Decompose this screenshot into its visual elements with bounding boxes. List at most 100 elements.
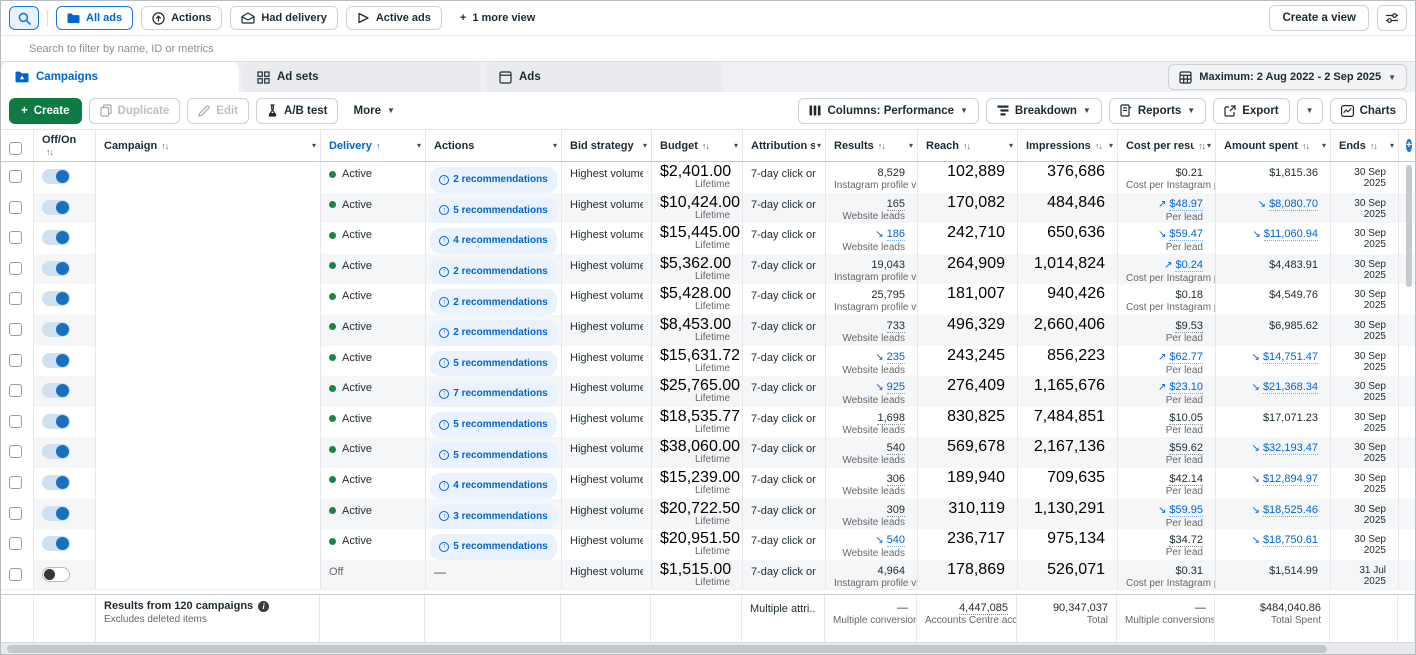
campaign-name-cell[interactable] bbox=[96, 315, 321, 346]
create-button[interactable]: + Create bbox=[9, 98, 82, 124]
more-button[interactable]: More ▼ bbox=[345, 98, 402, 124]
campaign-toggle[interactable] bbox=[42, 475, 70, 490]
column-menu-chevron-icon[interactable]: ▾ bbox=[310, 141, 316, 150]
column-header-reach[interactable]: Reach↑↓▾ bbox=[918, 130, 1018, 161]
breakdown-button[interactable]: Breakdown ▼ bbox=[986, 98, 1102, 124]
row-checkbox[interactable] bbox=[9, 537, 22, 550]
filter-search-input[interactable] bbox=[29, 43, 1387, 55]
recommendations-pill[interactable]: ↑5 recommendations bbox=[430, 442, 556, 468]
select-all-header[interactable] bbox=[1, 130, 34, 161]
column-header-offon[interactable]: Off/On↑↓ bbox=[34, 130, 96, 161]
column-menu-chevron-icon[interactable]: ▾ bbox=[551, 141, 557, 150]
footer-reach-cell-value[interactable]: 4,447,085 bbox=[959, 602, 1008, 615]
view-tab-all-ads[interactable]: All ads bbox=[56, 6, 133, 30]
column-header-cpr[interactable]: Cost per result↑↓▾ bbox=[1118, 130, 1216, 161]
amount-spent-value[interactable]: $18,525.46 bbox=[1263, 504, 1318, 517]
campaign-name-cell[interactable] bbox=[96, 499, 321, 530]
row-checkbox[interactable] bbox=[9, 354, 22, 367]
charts-button[interactable]: Charts bbox=[1330, 98, 1407, 124]
tab-ad-sets[interactable]: Ad sets bbox=[243, 62, 481, 92]
results-value[interactable]: 235 bbox=[887, 351, 905, 364]
amount-spent-value[interactable]: $18,750.61 bbox=[1263, 534, 1318, 547]
campaign-name-cell[interactable] bbox=[96, 223, 321, 254]
campaign-name-cell[interactable] bbox=[96, 529, 321, 560]
column-header-actions[interactable]: Actions▾ bbox=[426, 130, 562, 161]
campaign-toggle[interactable] bbox=[42, 169, 70, 184]
export-dropdown-button[interactable]: ▼ bbox=[1297, 98, 1323, 124]
cost-per-result-value[interactable]: $0.24 bbox=[1175, 259, 1203, 272]
cost-per-result-value[interactable]: $23.10 bbox=[1169, 381, 1203, 394]
row-checkbox[interactable] bbox=[9, 445, 22, 458]
results-value[interactable]: 925 bbox=[887, 381, 905, 394]
create-a-view-button[interactable]: Create a view bbox=[1269, 5, 1369, 31]
campaign-toggle[interactable] bbox=[42, 353, 70, 368]
column-header-delivery[interactable]: Delivery↑▾ bbox=[321, 130, 426, 161]
column-header-attribution[interactable]: Attribution setting▾ bbox=[743, 130, 826, 161]
amount-spent-value[interactable]: $12,894.97 bbox=[1263, 473, 1318, 486]
campaign-name-cell[interactable] bbox=[96, 437, 321, 468]
row-checkbox[interactable] bbox=[9, 415, 22, 428]
column-menu-chevron-icon[interactable]: ▾ bbox=[815, 141, 821, 150]
row-checkbox[interactable] bbox=[9, 476, 22, 489]
add-column-header[interactable]: + bbox=[1399, 130, 1415, 161]
duplicate-button[interactable]: Duplicate bbox=[89, 98, 181, 124]
amount-spent-value[interactable]: $32,193.47 bbox=[1263, 442, 1318, 455]
campaign-name-cell[interactable] bbox=[96, 407, 321, 438]
column-menu-chevron-icon[interactable]: ▾ bbox=[1007, 141, 1013, 150]
row-checkbox[interactable] bbox=[9, 568, 22, 581]
row-checkbox[interactable] bbox=[9, 201, 22, 214]
column-header-impressions[interactable]: Impressions↑↓▾ bbox=[1018, 130, 1118, 161]
amount-spent-value[interactable]: $14,751.47 bbox=[1263, 351, 1318, 364]
row-checkbox[interactable] bbox=[9, 231, 22, 244]
cost-per-result-value[interactable]: $48.97 bbox=[1169, 198, 1203, 211]
campaign-toggle[interactable] bbox=[42, 567, 70, 582]
column-header-spent[interactable]: Amount spent↑↓▾ bbox=[1216, 130, 1331, 161]
recommendations-pill[interactable]: ↑5 recommendations bbox=[430, 198, 556, 224]
recommendations-pill[interactable]: ↑5 recommendations bbox=[430, 412, 556, 438]
recommendations-pill[interactable]: ↑3 recommendations bbox=[430, 504, 556, 530]
campaign-toggle[interactable] bbox=[42, 200, 70, 215]
row-checkbox[interactable] bbox=[9, 170, 22, 183]
column-menu-chevron-icon[interactable]: ▾ bbox=[907, 141, 913, 150]
campaign-toggle[interactable] bbox=[42, 291, 70, 306]
recommendations-pill[interactable]: ↑4 recommendations bbox=[430, 473, 556, 499]
column-menu-chevron-icon[interactable]: ▾ bbox=[1388, 141, 1394, 150]
view-tab-had-delivery[interactable]: Had delivery bbox=[230, 6, 337, 30]
tab-campaigns[interactable]: Campaigns bbox=[1, 62, 239, 92]
campaign-toggle[interactable] bbox=[42, 383, 70, 398]
row-checkbox[interactable] bbox=[9, 262, 22, 275]
column-menu-chevron-icon[interactable]: ▾ bbox=[415, 141, 421, 150]
reports-button[interactable]: Reports ▼ bbox=[1109, 98, 1206, 124]
campaign-toggle[interactable] bbox=[42, 414, 70, 429]
ab-test-button[interactable]: A/B test bbox=[256, 98, 338, 124]
campaign-toggle[interactable] bbox=[42, 322, 70, 337]
row-checkbox[interactable] bbox=[9, 292, 22, 305]
view-tab-active-ads[interactable]: Active ads bbox=[346, 6, 442, 30]
columns-button[interactable]: Columns: Performance ▼ bbox=[798, 98, 978, 124]
column-header-ends[interactable]: Ends↑↓▾ bbox=[1331, 130, 1399, 161]
column-header-results[interactable]: Results↑↓▾ bbox=[826, 130, 918, 161]
row-checkbox[interactable] bbox=[9, 323, 22, 336]
campaign-toggle[interactable] bbox=[42, 230, 70, 245]
campaign-name-cell[interactable] bbox=[96, 346, 321, 377]
cost-per-result-value[interactable]: $62.77 bbox=[1169, 351, 1203, 364]
results-value[interactable]: 540 bbox=[887, 534, 905, 547]
amount-spent-value[interactable]: $21,368.34 bbox=[1263, 381, 1318, 394]
more-views-button[interactable]: + 1 more view bbox=[450, 6, 545, 30]
recommendations-pill[interactable]: ↑7 recommendations bbox=[430, 381, 556, 407]
edit-button[interactable]: Edit bbox=[187, 98, 249, 124]
tab-ads[interactable]: Ads bbox=[485, 62, 723, 92]
results-value[interactable]: 186 bbox=[887, 228, 905, 241]
select-all-checkbox[interactable] bbox=[9, 142, 22, 155]
export-button[interactable]: Export bbox=[1213, 98, 1289, 124]
campaign-name-cell[interactable] bbox=[96, 560, 321, 589]
recommendations-pill[interactable]: ↑5 recommendations bbox=[430, 351, 556, 377]
campaign-name-cell[interactable] bbox=[96, 284, 321, 315]
column-menu-chevron-icon[interactable]: ▾ bbox=[641, 141, 647, 150]
cost-per-result-value[interactable]: $59.47 bbox=[1169, 228, 1203, 241]
campaign-name-cell[interactable] bbox=[96, 468, 321, 499]
amount-spent-value[interactable]: $11,060.94 bbox=[1264, 228, 1318, 241]
info-icon[interactable]: i bbox=[258, 601, 269, 612]
recommendations-pill[interactable]: ↑5 recommendations bbox=[430, 534, 556, 560]
column-header-campaign[interactable]: Campaign↑↓▾ bbox=[96, 130, 321, 161]
